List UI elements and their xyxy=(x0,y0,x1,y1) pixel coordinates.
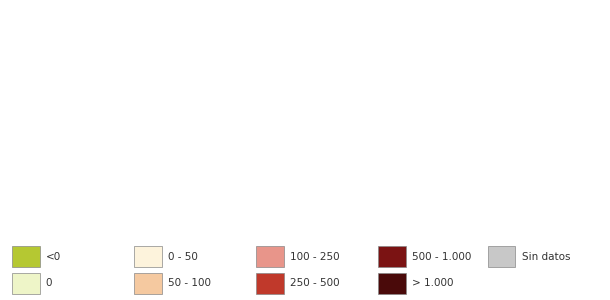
FancyBboxPatch shape xyxy=(378,273,406,294)
FancyBboxPatch shape xyxy=(256,246,284,267)
FancyBboxPatch shape xyxy=(12,246,40,267)
FancyBboxPatch shape xyxy=(256,273,284,294)
FancyBboxPatch shape xyxy=(134,273,162,294)
Text: 50 - 100: 50 - 100 xyxy=(168,278,210,289)
Text: 0: 0 xyxy=(46,278,52,289)
Text: <0: <0 xyxy=(46,251,61,262)
FancyBboxPatch shape xyxy=(134,246,162,267)
FancyBboxPatch shape xyxy=(488,246,515,267)
FancyBboxPatch shape xyxy=(378,246,406,267)
Text: 250 - 500: 250 - 500 xyxy=(290,278,339,289)
Text: 500 - 1.000: 500 - 1.000 xyxy=(412,251,471,262)
Text: Sin datos: Sin datos xyxy=(522,251,570,262)
Text: 100 - 250: 100 - 250 xyxy=(290,251,339,262)
FancyBboxPatch shape xyxy=(12,273,40,294)
Text: > 1.000: > 1.000 xyxy=(412,278,453,289)
Text: 0 - 50: 0 - 50 xyxy=(168,251,198,262)
